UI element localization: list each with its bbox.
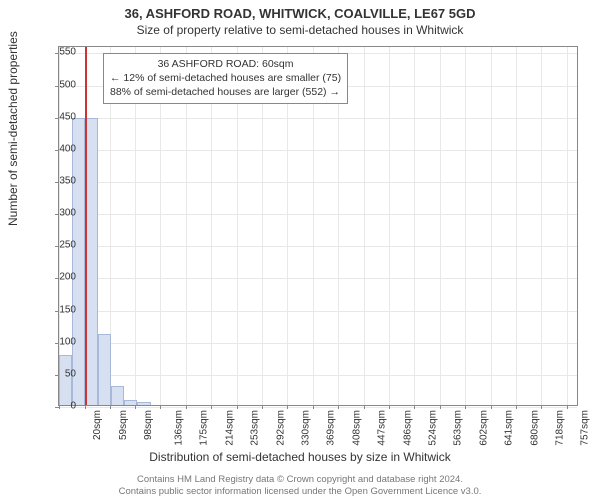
histogram-bar xyxy=(124,400,137,405)
gridline-vertical xyxy=(541,47,542,405)
ytick-label: 100 xyxy=(48,336,76,347)
xtick-mark xyxy=(516,405,517,409)
xtick-mark xyxy=(186,405,187,409)
ytick-label: 500 xyxy=(48,79,76,90)
gridline-horizontal xyxy=(59,311,577,312)
xtick-label: 486sqm xyxy=(402,410,413,446)
xtick-label: 563sqm xyxy=(453,410,464,446)
gridline-vertical xyxy=(465,47,466,405)
xtick-label: 718sqm xyxy=(554,410,565,446)
xtick-label: 680sqm xyxy=(529,410,540,446)
xtick-label: 59sqm xyxy=(118,410,129,440)
xtick-mark xyxy=(389,405,390,409)
annotation-line-2: ← 12% of semi-detached houses are smalle… xyxy=(110,71,341,85)
ytick-label: 400 xyxy=(48,143,76,154)
gridline-vertical xyxy=(364,47,365,405)
gridline-vertical xyxy=(440,47,441,405)
highlight-marker-line xyxy=(85,47,87,405)
footer-attribution: Contains HM Land Registry data © Crown c… xyxy=(0,474,600,498)
ytick-label: 250 xyxy=(48,240,76,251)
ytick-label: 300 xyxy=(48,208,76,219)
ytick-label: 450 xyxy=(48,111,76,122)
xtick-mark xyxy=(237,405,238,409)
gridline-horizontal xyxy=(59,278,577,279)
annotation-line-1: 36 ASHFORD ROAD: 60sqm xyxy=(110,57,341,71)
histogram-bar xyxy=(137,402,150,405)
xtick-mark xyxy=(338,405,339,409)
xtick-label: 214sqm xyxy=(224,410,235,446)
xtick-mark xyxy=(135,405,136,409)
xtick-label: 330sqm xyxy=(300,410,311,446)
xtick-mark xyxy=(160,405,161,409)
xtick-mark xyxy=(364,405,365,409)
histogram-bar xyxy=(98,334,111,405)
xtick-label: 369sqm xyxy=(326,410,337,446)
xtick-mark xyxy=(541,405,542,409)
gridline-horizontal xyxy=(59,407,577,408)
xtick-mark xyxy=(491,405,492,409)
xtick-mark xyxy=(85,405,86,409)
chart-plot-area: 36 ASHFORD ROAD: 60sqm← 12% of semi-deta… xyxy=(58,46,578,406)
ytick-label: 50 xyxy=(48,368,76,379)
xtick-label: 641sqm xyxy=(504,410,515,446)
xtick-label: 292sqm xyxy=(275,410,286,446)
annotation-line-3: 88% of semi-detached houses are larger (… xyxy=(110,85,341,99)
xtick-mark xyxy=(287,405,288,409)
xtick-label: 20sqm xyxy=(92,410,103,440)
gridline-vertical xyxy=(389,47,390,405)
title-sub: Size of property relative to semi-detach… xyxy=(0,21,600,41)
histogram-bar xyxy=(72,118,85,405)
xtick-label: 757sqm xyxy=(580,410,591,446)
ytick-label: 350 xyxy=(48,176,76,187)
xtick-label: 602sqm xyxy=(478,410,489,446)
gridline-horizontal xyxy=(59,182,577,183)
xtick-mark xyxy=(262,405,263,409)
xtick-label: 447sqm xyxy=(377,410,388,446)
xtick-label: 175sqm xyxy=(199,410,210,446)
xtick-mark xyxy=(465,405,466,409)
ytick-label: 550 xyxy=(48,47,76,58)
x-axis-label: Distribution of semi-detached houses by … xyxy=(0,450,600,464)
histogram-bar xyxy=(59,355,72,405)
gridline-horizontal xyxy=(59,246,577,247)
xtick-label: 98sqm xyxy=(143,410,154,440)
y-axis-label: Number of semi-detached properties xyxy=(6,31,20,226)
xtick-label: 253sqm xyxy=(250,410,261,446)
ytick-label: 0 xyxy=(48,401,76,412)
gridline-vertical xyxy=(516,47,517,405)
ytick-label: 150 xyxy=(48,304,76,315)
histogram-bar xyxy=(111,386,124,405)
xtick-label: 408sqm xyxy=(351,410,362,446)
footer-line-2: Contains public sector information licen… xyxy=(0,486,600,498)
footer-line-1: Contains HM Land Registry data © Crown c… xyxy=(0,474,600,486)
ytick-label: 200 xyxy=(48,272,76,283)
gridline-vertical xyxy=(491,47,492,405)
gridline-vertical xyxy=(567,47,568,405)
gridline-vertical xyxy=(59,47,60,405)
xtick-mark xyxy=(313,405,314,409)
gridline-vertical xyxy=(414,47,415,405)
gridline-horizontal xyxy=(59,375,577,376)
xtick-mark xyxy=(414,405,415,409)
gridline-horizontal xyxy=(59,214,577,215)
xtick-mark xyxy=(110,405,111,409)
gridline-horizontal xyxy=(59,118,577,119)
title-main: 36, ASHFORD ROAD, WHITWICK, COALVILLE, L… xyxy=(0,0,600,21)
xtick-mark xyxy=(211,405,212,409)
annotation-box: 36 ASHFORD ROAD: 60sqm← 12% of semi-deta… xyxy=(103,53,348,104)
xtick-mark xyxy=(567,405,568,409)
gridline-horizontal xyxy=(59,150,577,151)
xtick-label: 136sqm xyxy=(173,410,184,446)
gridline-horizontal xyxy=(59,343,577,344)
xtick-label: 524sqm xyxy=(427,410,438,446)
xtick-mark xyxy=(440,405,441,409)
